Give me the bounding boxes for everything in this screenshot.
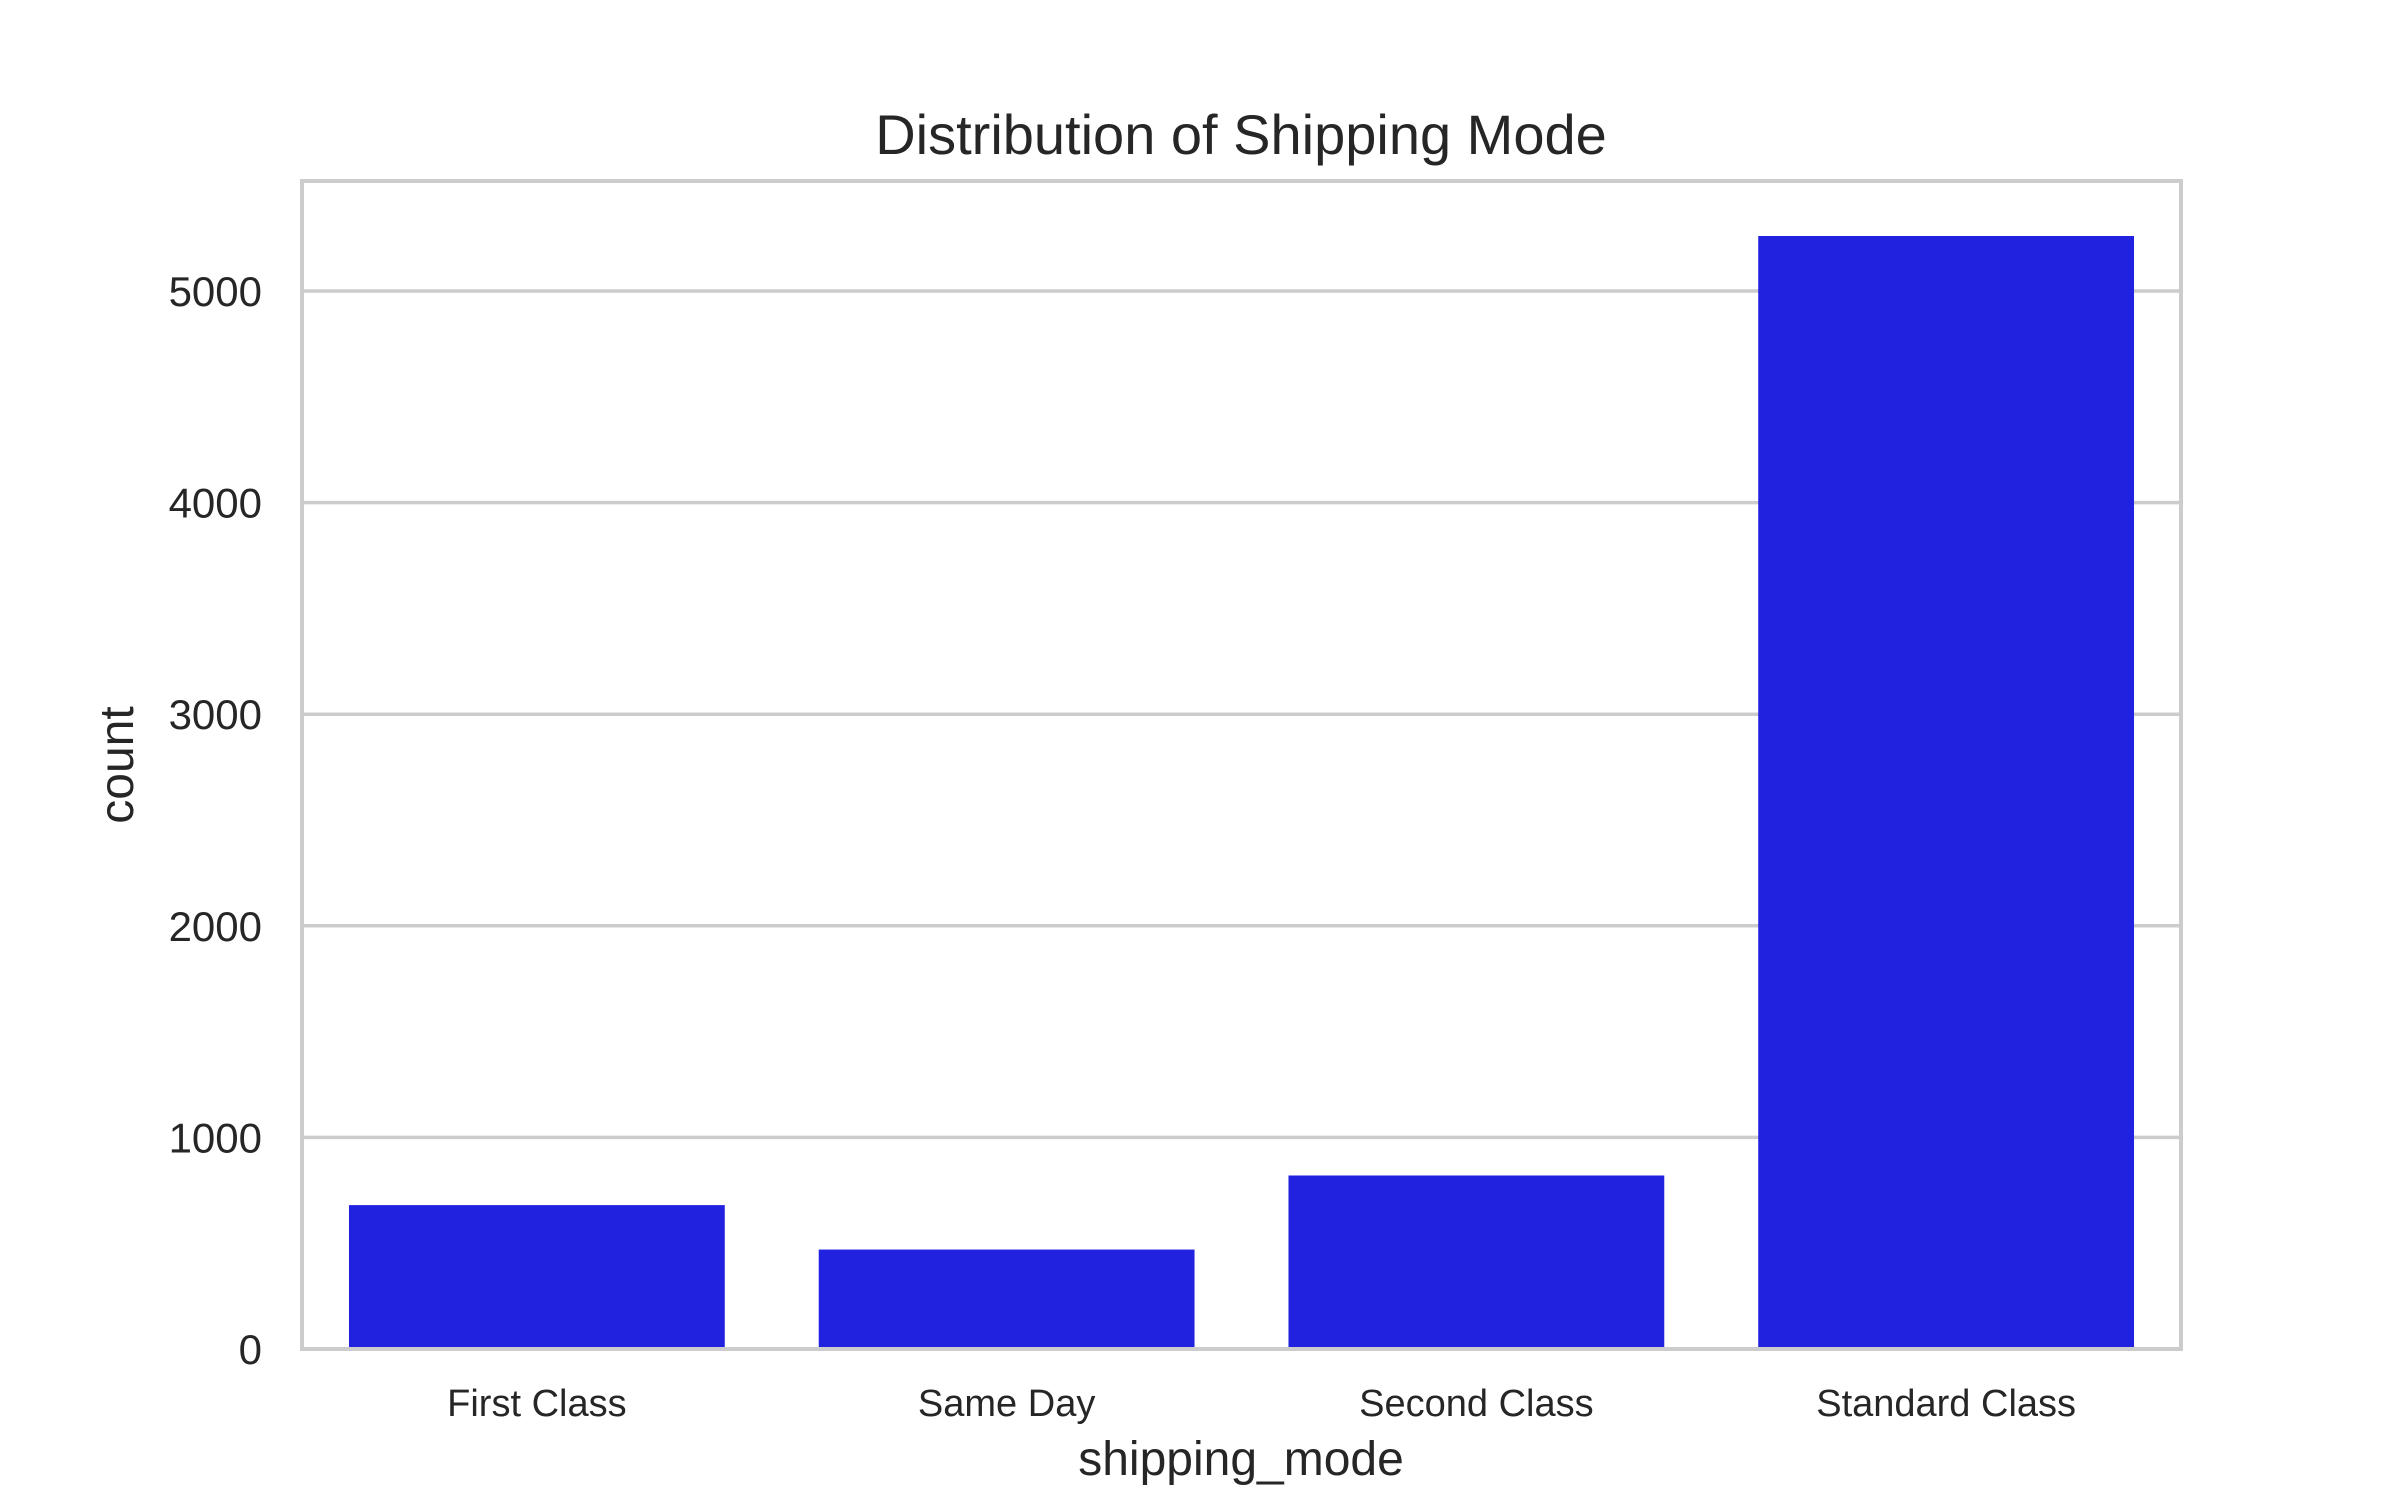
x-axis-label: shipping_mode [1078, 1433, 1404, 1486]
x-tick-label: Same Day [918, 1383, 1095, 1425]
y-axis-label: count [91, 706, 144, 823]
y-tick-label: 2000 [169, 903, 262, 950]
x-tick-label: Standard Class [1816, 1383, 2076, 1425]
x-tick-label: Second Class [1359, 1383, 1593, 1425]
y-tick-label: 0 [239, 1326, 262, 1373]
y-tick-label: 5000 [169, 268, 262, 315]
bar [818, 1249, 1195, 1349]
x-axis-ticks: First Class Same Day Second Class Standard … [447, 1383, 2076, 1425]
y-tick-label: 3000 [169, 691, 262, 738]
y-axis-ticks: 0 1000 2000 3000 4000 5000 [169, 268, 262, 1373]
bar [1758, 236, 2135, 1349]
bars [348, 236, 2135, 1349]
y-tick-label: 1000 [169, 1114, 262, 1161]
chart-title: Distribution of Shipping Mode [875, 103, 1607, 166]
bar [1288, 1175, 1665, 1349]
bar [348, 1205, 725, 1349]
plot-frame [300, 179, 2183, 1351]
x-tick-label: First Class [447, 1383, 626, 1425]
y-tick-label: 4000 [169, 480, 262, 527]
